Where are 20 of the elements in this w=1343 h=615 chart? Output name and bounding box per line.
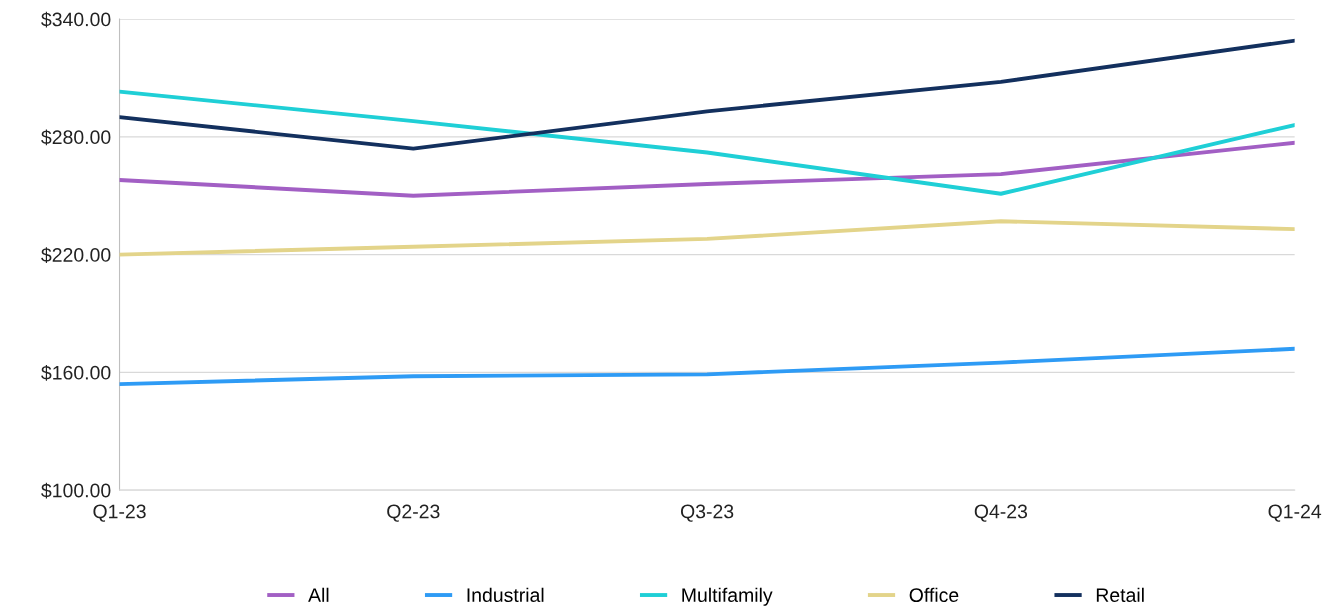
- legend-label: Office: [909, 587, 959, 603]
- legend-label: Retail: [1096, 587, 1144, 603]
- x-tick-label: Q1-23: [93, 504, 146, 522]
- x-tick-label: Q1-24: [1268, 504, 1322, 522]
- legend-label: Multifamily: [682, 587, 773, 606]
- y-tick-label: $100.00: [41, 482, 111, 499]
- y-tick-label: $340.00: [41, 11, 111, 28]
- x-tick-label: Q2-23: [387, 504, 440, 522]
- x-tick-label: Q3-23: [680, 504, 734, 522]
- legend-label: All: [308, 587, 329, 602]
- line-series: [119, 89, 1295, 196]
- line-series: [119, 219, 1295, 257]
- y-tick-label: $160.00: [41, 365, 111, 381]
- x-tick-label: Q4-23: [974, 504, 1028, 522]
- line-series: [119, 38, 1295, 151]
- line-series: [119, 346, 1295, 387]
- y-tick-label: $280.00: [41, 129, 111, 146]
- line-series: [119, 140, 1295, 198]
- y-tick-label: $220.00: [41, 247, 111, 263]
- legend-label: Industrial: [467, 587, 544, 603]
